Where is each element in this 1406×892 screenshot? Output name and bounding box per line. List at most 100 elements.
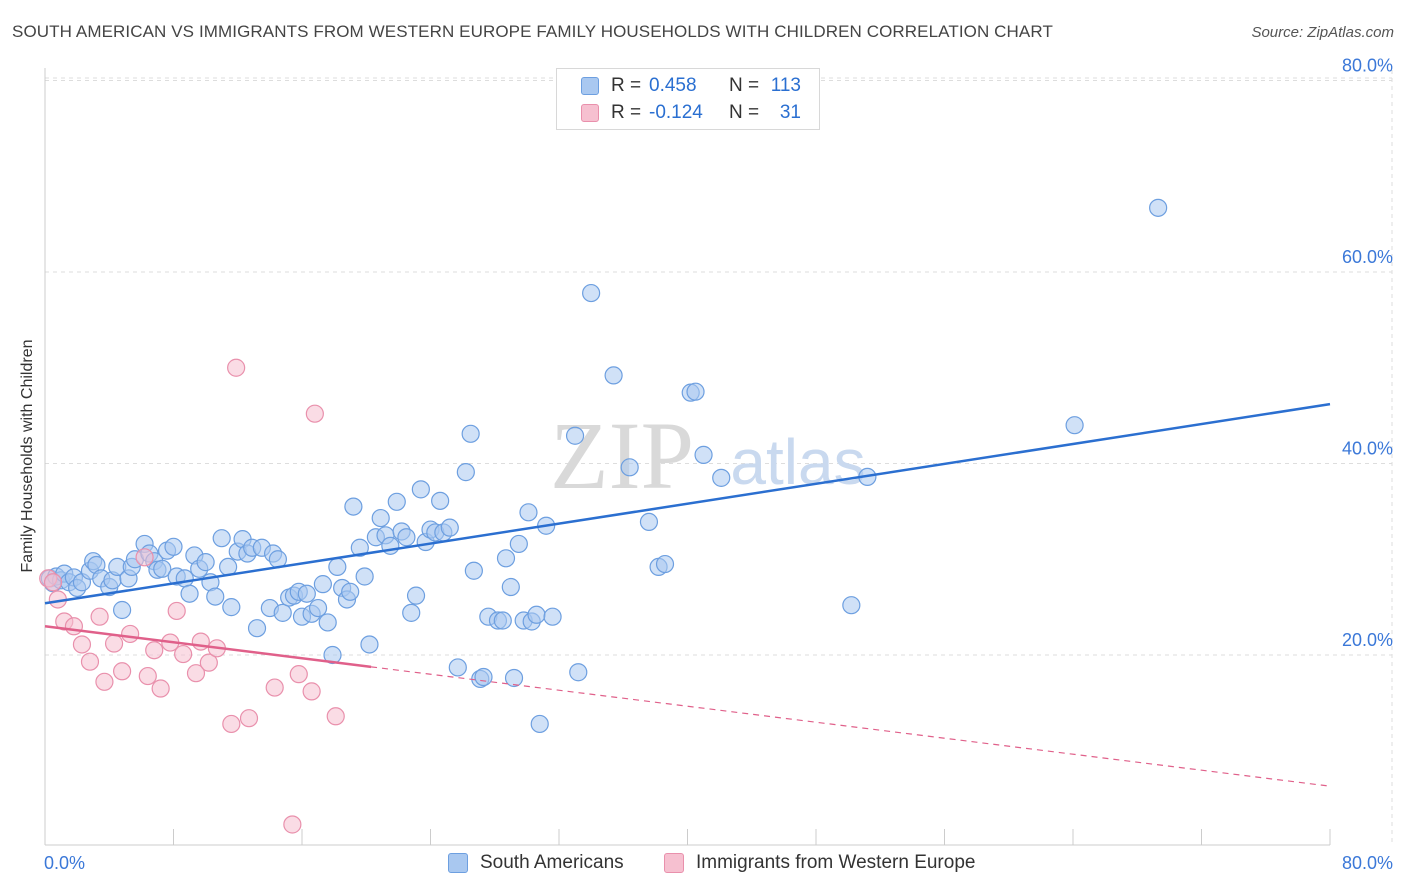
legend-n-label: N = <box>729 75 760 96</box>
point-south-americans <box>448 658 467 677</box>
point-south-americans <box>328 557 347 577</box>
point-south-americans <box>1149 198 1168 217</box>
point-western-europe <box>138 666 157 686</box>
point-western-europe <box>90 607 109 626</box>
point-south-americans <box>341 582 360 601</box>
point-south-americans <box>474 667 493 687</box>
point-western-europe <box>283 815 302 834</box>
y-tick-label: 20.0% <box>1342 630 1393 650</box>
point-western-europe <box>289 665 308 684</box>
axes <box>44 68 1331 846</box>
point-south-americans <box>196 553 215 572</box>
point-south-americans <box>842 596 861 615</box>
point-south-americans <box>206 587 225 606</box>
point-south-americans <box>694 445 713 464</box>
legend-swatch-blue <box>581 77 599 95</box>
legend-r-value: -0.124 <box>649 102 703 123</box>
trend-line-western-europe <box>44 625 372 669</box>
point-south-americans <box>212 529 231 548</box>
point-south-americans <box>360 635 379 654</box>
point-south-americans <box>604 366 623 385</box>
point-south-americans <box>493 611 512 630</box>
point-western-europe <box>72 635 92 654</box>
point-western-europe <box>112 662 132 681</box>
point-south-americans <box>397 528 416 547</box>
point-south-americans <box>411 480 430 499</box>
point-south-americans <box>501 577 520 597</box>
point-south-americans <box>582 283 601 303</box>
point-south-americans <box>509 534 528 554</box>
point-south-americans <box>519 503 538 522</box>
point-south-americans <box>530 714 549 734</box>
point-south-americans <box>569 663 588 682</box>
x-tick-label-min: 0.0% <box>44 853 85 873</box>
source-label[interactable]: Source: ZipAtlas.com <box>1251 24 1394 41</box>
point-south-americans <box>620 458 639 477</box>
trend-line-western-europe-extension <box>370 666 1331 787</box>
legend-swatch-blue <box>448 853 468 873</box>
legend-item-south-americans[interactable]: South Americans <box>448 850 624 876</box>
point-south-americans <box>686 382 705 401</box>
point-south-americans <box>175 569 194 588</box>
point-south-americans <box>164 537 183 556</box>
point-south-americans <box>504 668 524 688</box>
y-tick-label: 40.0% <box>1342 439 1393 459</box>
point-western-europe <box>151 679 170 698</box>
point-south-americans <box>543 607 562 626</box>
trend-lines <box>44 402 1331 787</box>
point-western-europe <box>265 678 284 697</box>
point-south-americans <box>371 508 390 528</box>
point-western-europe <box>199 653 218 672</box>
legend-r-value: 0.458 <box>649 75 697 96</box>
point-south-americans <box>180 584 199 603</box>
point-south-americans <box>297 584 316 603</box>
legend-item-western-europe[interactable]: Immigrants from Western Europe <box>664 850 975 876</box>
legend-n-value: 31 <box>779 102 801 123</box>
watermark-zip: ZIP <box>550 402 694 509</box>
point-south-americans <box>308 598 328 618</box>
legend-row-south-americans: R = 0.458 N = 113 <box>581 73 801 99</box>
point-south-americans <box>565 426 585 445</box>
legend-swatch-pink <box>664 853 684 873</box>
point-western-europe <box>64 617 84 636</box>
point-western-europe <box>121 624 140 644</box>
point-south-americans <box>387 492 406 511</box>
legend-r-label: R = <box>611 75 642 96</box>
legend-n-value: 113 <box>770 75 801 96</box>
point-western-europe <box>80 652 100 671</box>
stats-legend: R = 0.458 N = 113 R = -0.124 N = 31 <box>556 68 820 130</box>
point-south-americans <box>527 605 546 624</box>
y-tick-label: 80.0% <box>1342 56 1393 76</box>
point-south-americans <box>355 567 374 586</box>
point-south-americans <box>153 559 172 578</box>
point-south-americans <box>456 463 475 482</box>
legend-n-label: N = <box>729 102 760 123</box>
point-south-americans <box>350 538 369 557</box>
point-western-europe <box>104 634 124 653</box>
point-south-americans <box>712 468 731 487</box>
legend-r-label: R = <box>611 102 642 123</box>
point-south-americans <box>655 554 675 574</box>
x-tick-label-max: 80.0% <box>1342 853 1393 873</box>
point-western-europe <box>222 714 241 734</box>
legend-row-western-europe: R = -0.124 N = 31 <box>581 100 801 126</box>
tick-labels: 20.0% 40.0% 60.0% 80.0% 0.0% 80.0% <box>44 56 1393 874</box>
point-south-americans <box>247 619 267 638</box>
point-south-americans <box>496 549 516 568</box>
point-western-europe <box>326 707 345 726</box>
point-south-americans <box>464 561 483 580</box>
point-western-europe <box>227 358 246 377</box>
point-western-europe <box>174 644 193 664</box>
legend-label-south-americans: South Americans <box>480 852 624 873</box>
point-south-americans <box>406 586 426 605</box>
legend-label-western-europe: Immigrants from Western Europe <box>696 852 976 873</box>
point-south-americans <box>344 497 363 516</box>
point-western-europe <box>239 709 259 728</box>
point-south-americans <box>402 603 421 622</box>
point-south-americans <box>639 512 659 532</box>
point-western-europe <box>145 641 164 660</box>
point-western-europe <box>135 548 154 567</box>
point-south-americans <box>273 603 292 622</box>
point-south-americans <box>440 518 459 537</box>
